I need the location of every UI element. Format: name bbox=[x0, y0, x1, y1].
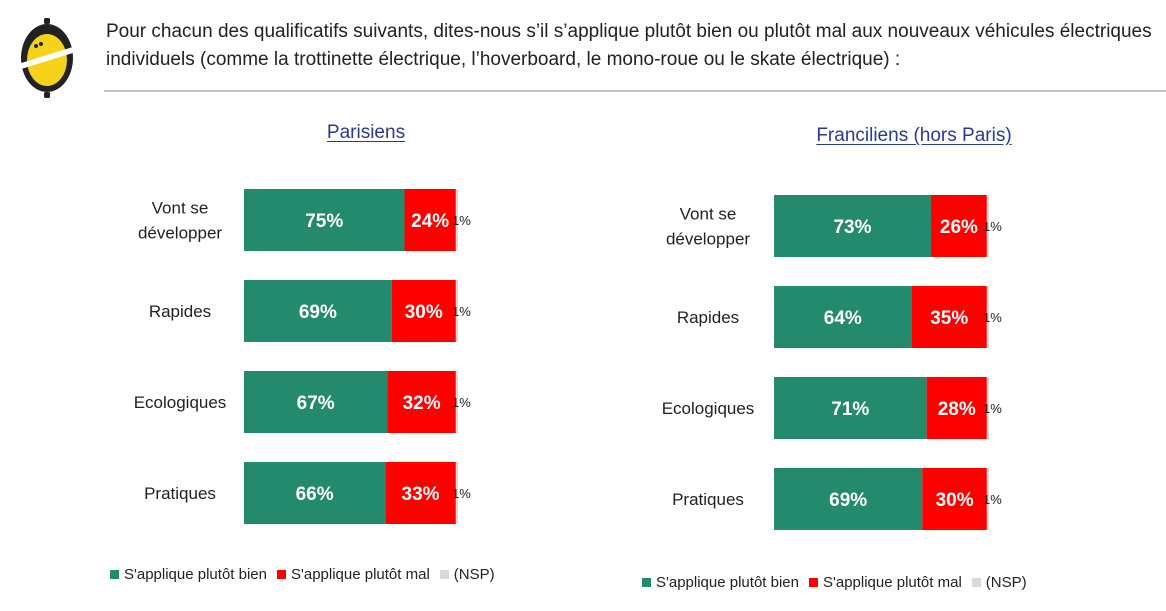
legend-label: (NSP) bbox=[453, 566, 495, 583]
chart-title: Parisiens bbox=[326, 122, 406, 143]
legend-swatch bbox=[808, 578, 818, 587]
bar-bien bbox=[244, 371, 388, 433]
data-label: 26% bbox=[940, 217, 978, 238]
bar-bien bbox=[774, 468, 923, 530]
bar-nsp bbox=[455, 280, 458, 342]
bar-bien bbox=[244, 189, 405, 251]
bar-nsp bbox=[455, 462, 458, 524]
bar-nsp bbox=[455, 371, 458, 433]
bar-bien bbox=[774, 195, 931, 257]
data-label: 69% bbox=[299, 302, 337, 323]
data-label: 66% bbox=[296, 484, 334, 505]
bar-nsp bbox=[986, 468, 989, 530]
bar-nsp bbox=[455, 189, 458, 251]
data-label: 1% bbox=[452, 304, 471, 319]
legend-swatch bbox=[439, 570, 449, 579]
data-label: 1% bbox=[983, 310, 1002, 325]
data-label: 1% bbox=[452, 395, 471, 410]
legend-franciliens: S'applique plutôt bien S'applique plutôt… bbox=[642, 574, 1037, 591]
bar-mal bbox=[391, 280, 456, 342]
data-label: 67% bbox=[297, 393, 335, 414]
data-label: 1% bbox=[983, 492, 1002, 507]
category-label: Pratiques bbox=[144, 484, 216, 503]
category-label: Vont se développer bbox=[138, 199, 222, 243]
bar-nsp bbox=[986, 286, 989, 348]
data-label: 32% bbox=[403, 393, 441, 414]
data-label: 1% bbox=[452, 486, 471, 501]
legend-swatch bbox=[642, 578, 651, 587]
bar-mal bbox=[387, 371, 456, 433]
data-label: 73% bbox=[833, 217, 871, 238]
legend-item-bien: S'applique plutôt bien bbox=[642, 574, 799, 591]
data-label: 69% bbox=[829, 490, 867, 511]
legend-item-bien: S'applique plutôt bien bbox=[110, 566, 267, 583]
category-label: Vont se développer bbox=[666, 205, 750, 249]
legend-label: S'applique plutôt mal bbox=[822, 574, 962, 591]
legend-label: S'applique plutôt bien bbox=[124, 566, 267, 583]
chart-franciliens: Franciliens (hors Paris) Vont se développ… bbox=[560, 110, 1166, 530]
data-label: 30% bbox=[936, 490, 974, 511]
header-divider bbox=[104, 90, 1166, 92]
chart-parisiens: Parisiens Vont se développer 75% 24% 1% Rapid… bbox=[0, 110, 560, 530]
legend-swatch bbox=[110, 570, 119, 579]
legend-item-nsp: (NSP) bbox=[971, 574, 1027, 591]
bar-mal bbox=[911, 286, 987, 348]
data-label: 30% bbox=[405, 302, 443, 323]
bar-mal bbox=[926, 377, 987, 439]
data-label: 1% bbox=[983, 401, 1002, 416]
data-label: 24% bbox=[411, 211, 449, 232]
data-label: 64% bbox=[824, 308, 862, 329]
category-label: Rapides bbox=[677, 308, 739, 327]
survey-question: Pour chacun des qualificatifs suivants, … bbox=[106, 21, 1152, 70]
legend-item-mal: S'applique plutôt mal bbox=[808, 574, 962, 591]
bar-mal bbox=[385, 462, 456, 524]
brand-logo bbox=[18, 18, 76, 98]
bar-nsp bbox=[986, 377, 989, 439]
bar-mal bbox=[930, 195, 987, 257]
bar-mal bbox=[404, 189, 456, 251]
legend-item-nsp: (NSP) bbox=[439, 566, 495, 583]
category-label: Ecologiques bbox=[134, 393, 227, 412]
chart-title: Franciliens (hors Paris) bbox=[816, 125, 1012, 146]
data-label: 28% bbox=[938, 399, 976, 420]
data-label: 35% bbox=[930, 308, 968, 329]
chart-franciliens-plot: Vont se développer 73% 26% 1% Rapides 64% 35% 1%… bbox=[662, 195, 1002, 530]
bar-bien bbox=[244, 462, 386, 524]
category-label: Ecologiques bbox=[662, 399, 755, 418]
data-label: 1% bbox=[452, 213, 471, 228]
legend-parisiens: S'applique plutôt bien S'applique plutôt… bbox=[110, 566, 505, 583]
data-label: 71% bbox=[831, 399, 869, 420]
legend-label: S'applique plutôt mal bbox=[290, 566, 430, 583]
bar-bien bbox=[244, 280, 392, 342]
bar-nsp bbox=[986, 195, 989, 257]
bar-bien bbox=[774, 286, 912, 348]
category-label: Pratiques bbox=[672, 490, 744, 509]
legend-swatch bbox=[971, 578, 981, 587]
bar-mal bbox=[922, 468, 987, 530]
category-label: Rapides bbox=[149, 302, 211, 321]
data-label: 1% bbox=[983, 219, 1002, 234]
legend-label: (NSP) bbox=[985, 574, 1027, 591]
data-label: 33% bbox=[402, 484, 440, 505]
data-label: 75% bbox=[305, 211, 343, 232]
legend-label: S'applique plutôt bien bbox=[656, 574, 799, 591]
bar-bien bbox=[774, 377, 927, 439]
legend-swatch bbox=[276, 570, 286, 579]
legend-item-mal: S'applique plutôt mal bbox=[276, 566, 430, 583]
